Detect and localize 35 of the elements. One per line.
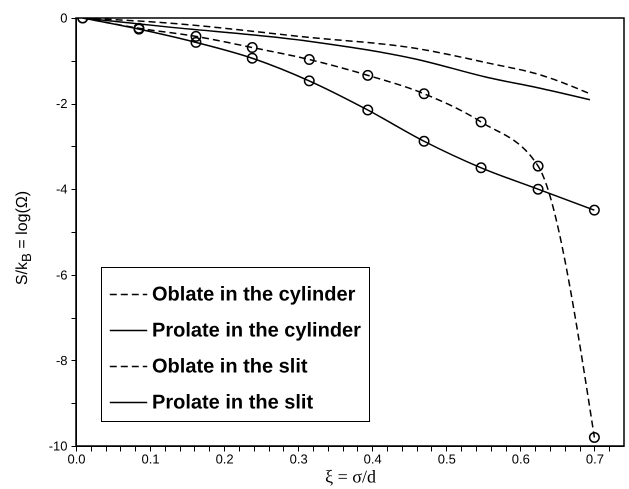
y-tick-label: -8 [56,352,68,368]
point [588,432,600,443]
x-tick-label: 0.3 [290,452,308,466]
x-tick-label: 0.5 [438,452,456,466]
x-tick-label: 0.1 [142,452,160,466]
legend-label: Prolate in the cylinder [152,320,362,342]
point [190,30,202,42]
point [418,88,430,100]
x-tick-label: 0.2 [216,452,234,466]
point [304,75,315,86]
x-tick-label: 0.6 [512,452,530,466]
point [190,36,202,48]
point [246,42,258,54]
point [304,54,315,65]
legend-label: Oblate in the slit [152,356,308,378]
x-tick-label: 0.7 [586,452,604,466]
y-tick-label: -2 [56,96,68,112]
y-tick-label: 0 [60,10,68,26]
point [532,184,544,195]
point [362,70,374,81]
point [588,204,600,216]
legend-label: Oblate in the cylinder [152,284,356,306]
y-tick-label: -4 [56,182,68,197]
point [246,52,258,64]
point [476,116,487,128]
point [476,162,487,174]
x-tick-label: 0.0 [67,452,86,466]
point [418,136,430,147]
x-tick-label: 0.4 [364,452,382,466]
y-tick-label: -6 [56,267,68,282]
point [532,160,544,172]
y-tick-label: -10 [48,438,68,454]
legend-label: Prolate in the slit [152,392,314,414]
x-axis-title: ξ = σ/d [325,466,376,486]
point [362,104,374,116]
